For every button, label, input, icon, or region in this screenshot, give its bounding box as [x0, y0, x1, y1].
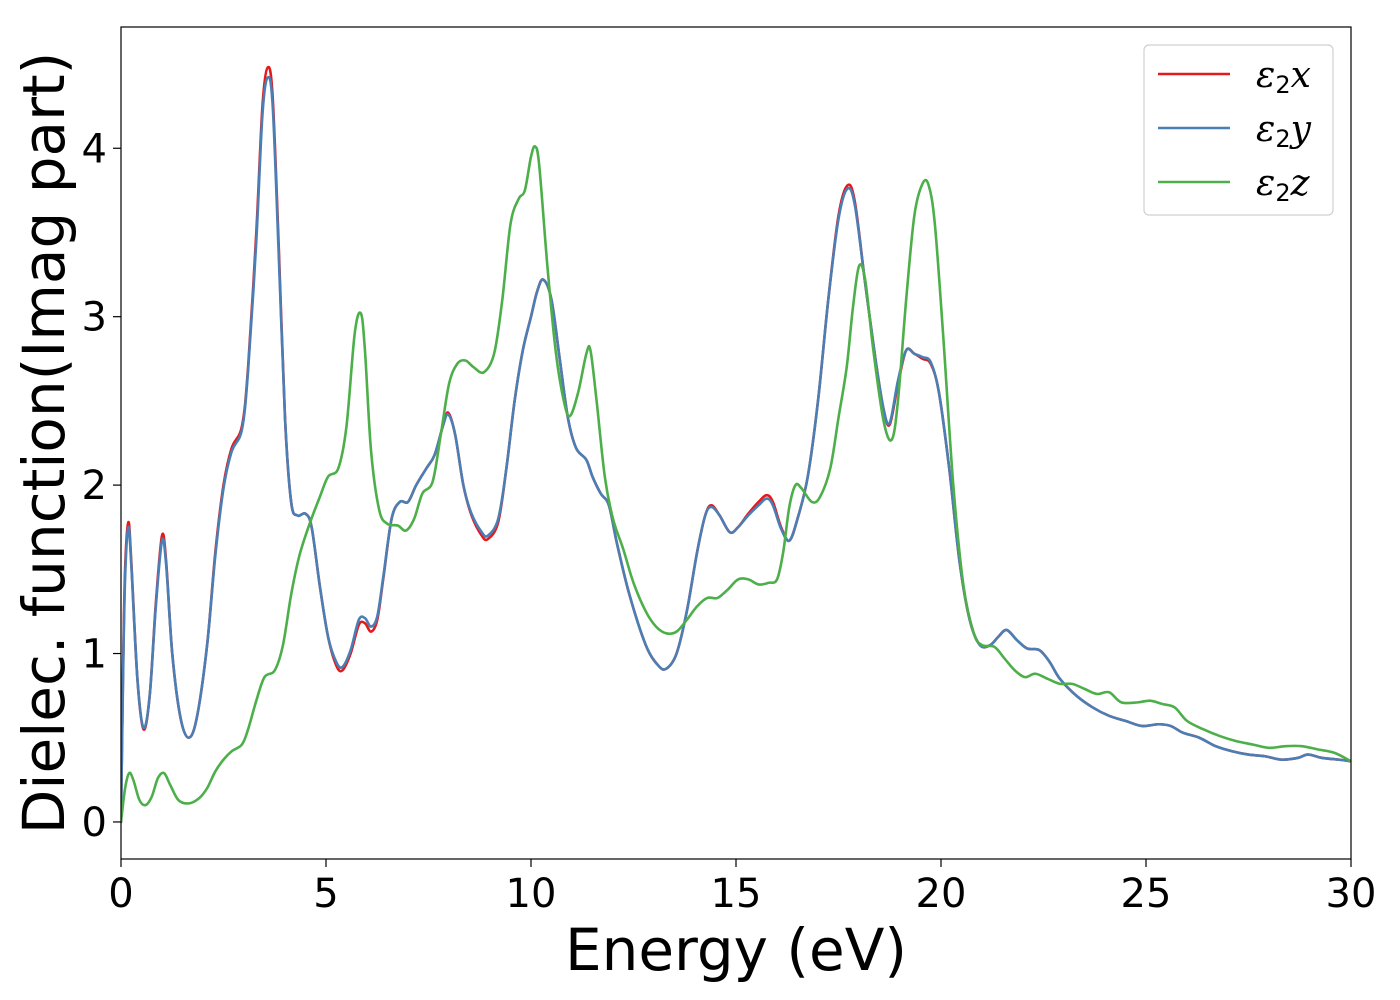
x-tick-label: 25 [1121, 871, 1172, 917]
series-layer [121, 65, 1351, 824]
y-tick-label: 2 [82, 463, 107, 509]
x-tick-label: 10 [506, 871, 557, 917]
legend-label-y: ε2y [1256, 109, 1312, 153]
y-axis-title: Dielec. function(Imag part) [10, 52, 78, 835]
series-line-z [121, 145, 1351, 824]
y-tick-label: 3 [82, 295, 107, 341]
x-tick-label: 0 [108, 871, 133, 917]
legend-label-z: ε2z [1256, 163, 1311, 207]
legend-box [1143, 44, 1334, 216]
legend: ε2x ε2y ε2z [1143, 44, 1334, 216]
y-tick-label: 1 [82, 632, 107, 678]
x-axis-title: Energy (eV) [565, 916, 907, 984]
x-axis-ticks: 0 5 10 15 20 25 30 [108, 859, 1376, 917]
x-tick-label: 20 [916, 871, 967, 917]
x-tick-label: 30 [1326, 871, 1377, 917]
series-line-y [121, 75, 1351, 824]
y-tick-label: 0 [82, 800, 107, 846]
y-tick-label: 4 [82, 126, 107, 172]
x-tick-label: 5 [313, 871, 338, 917]
y-axis-ticks: 0 1 2 3 4 [82, 126, 121, 846]
legend-label-x: ε2x [1256, 55, 1311, 99]
x-tick-label: 15 [711, 871, 762, 917]
